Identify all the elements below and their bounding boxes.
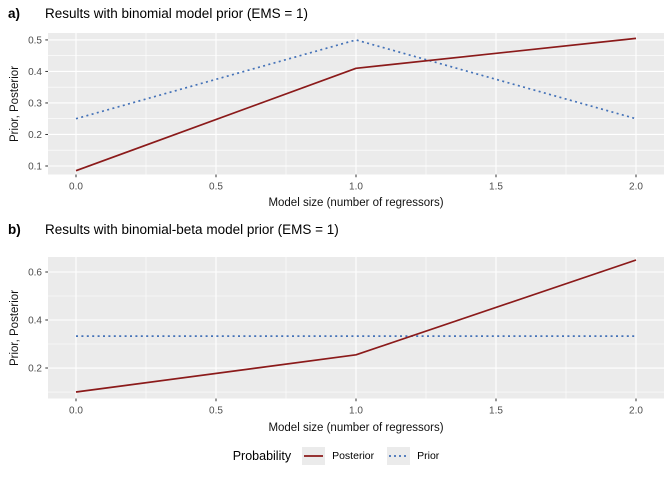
chart-b-x-axis-title: Model size (number of regressors) [268,422,444,434]
legend-key-prior [387,447,411,465]
y-tick-label: 0.5 [28,35,42,46]
posterior-line [75,37,637,172]
y-tick-label: 0.6 [28,268,42,279]
legend-key-posterior [302,447,326,465]
legend: Probability Posterior Prior [0,447,672,465]
chart-a-x-axis-title: Model size (number of regressors) [268,197,444,209]
y-tick-label: 0.2 [28,130,42,141]
panel-label-a: a) [8,6,21,21]
prior-line-sample-icon [389,455,409,457]
legend-label-posterior: Posterior [332,450,375,462]
chart-b-header: b) Results with binomial-beta model prior… [8,222,339,237]
x-tick-label: 1.5 [489,182,503,193]
y-tick-label: 0.4 [28,67,42,78]
x-tick-label: 2.0 [629,406,643,417]
x-tick-label: 0.5 [209,406,223,417]
legend-title: Probability [232,449,292,463]
posterior-line [75,259,637,393]
y-tick-label: 0.2 [28,364,42,375]
x-tick-label: 0.0 [69,406,83,417]
x-tick-label: 1.0 [349,182,363,193]
y-tick-label: 0.1 [28,161,42,172]
chart-a-header: a) Results with binomial model prior (EMS… [8,6,308,21]
chart-b-title: Results with binomial-beta model prior (… [45,222,339,237]
legend-entry-prior: Prior [387,447,439,465]
x-tick-label: 1.0 [349,406,363,417]
y-tick-label: 0.4 [28,316,42,327]
x-tick-label: 1.5 [489,406,503,417]
legend-entry-posterior: Posterior [302,447,374,465]
panel-label-b: b) [8,222,21,237]
y-tick-label: 0.3 [28,98,42,109]
x-tick-label: 0.0 [69,182,83,193]
legend-label-prior: Prior [417,450,440,462]
x-tick-label: 2.0 [629,182,643,193]
chart-a-title: Results with binomial model prior (EMS =… [45,6,308,21]
x-tick-label: 0.5 [209,182,223,193]
posterior-line-sample-icon [304,455,324,457]
